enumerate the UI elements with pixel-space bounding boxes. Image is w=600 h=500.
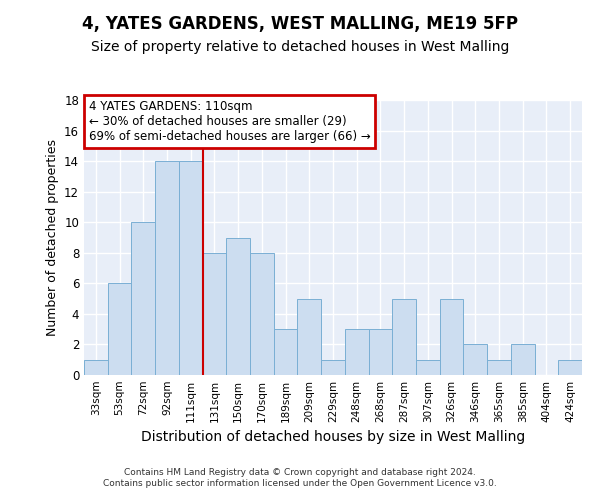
Text: Contains HM Land Registry data © Crown copyright and database right 2024.
Contai: Contains HM Land Registry data © Crown c… <box>103 468 497 487</box>
Bar <box>298 298 321 375</box>
Bar <box>203 253 226 375</box>
Bar <box>487 360 511 375</box>
Bar <box>250 253 274 375</box>
Bar <box>511 344 535 375</box>
Text: 4 YATES GARDENS: 110sqm
← 30% of detached houses are smaller (29)
69% of semi-de: 4 YATES GARDENS: 110sqm ← 30% of detache… <box>89 100 371 143</box>
Y-axis label: Number of detached properties: Number of detached properties <box>46 139 59 336</box>
Bar <box>179 161 203 375</box>
Bar <box>558 360 582 375</box>
Bar <box>463 344 487 375</box>
Bar <box>274 329 298 375</box>
Bar <box>321 360 345 375</box>
Bar <box>368 329 392 375</box>
Bar <box>392 298 416 375</box>
Bar <box>345 329 368 375</box>
Bar <box>84 360 108 375</box>
Bar <box>108 284 131 375</box>
Bar <box>155 161 179 375</box>
Bar <box>226 238 250 375</box>
Bar <box>440 298 463 375</box>
Bar <box>416 360 440 375</box>
Bar <box>131 222 155 375</box>
X-axis label: Distribution of detached houses by size in West Malling: Distribution of detached houses by size … <box>141 430 525 444</box>
Text: 4, YATES GARDENS, WEST MALLING, ME19 5FP: 4, YATES GARDENS, WEST MALLING, ME19 5FP <box>82 15 518 33</box>
Text: Size of property relative to detached houses in West Malling: Size of property relative to detached ho… <box>91 40 509 54</box>
